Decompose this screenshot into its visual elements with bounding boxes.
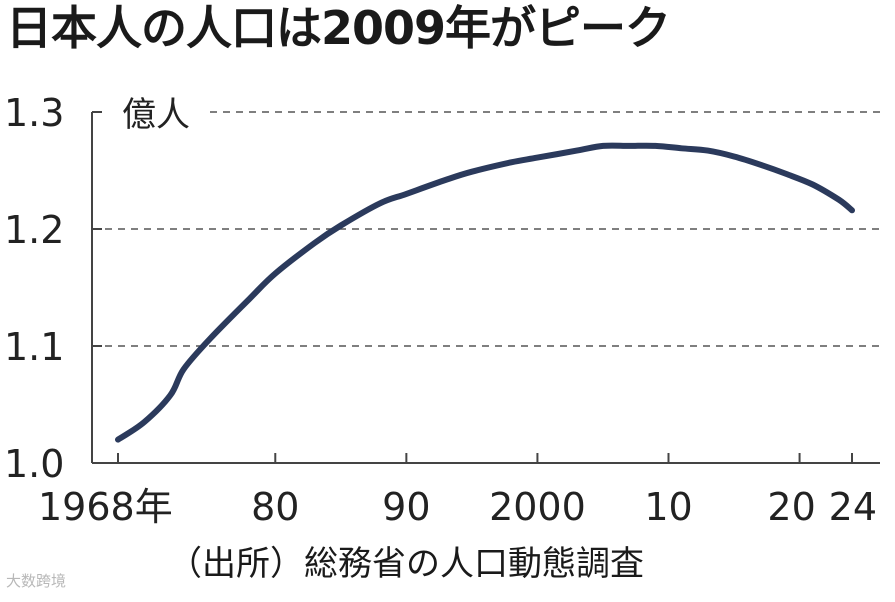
x-tick-label: 1968年 (38, 485, 173, 529)
y-tick-label: 1.0 (4, 442, 64, 486)
x-tick-label: 2000 (489, 485, 586, 529)
y-tick-label: 1.1 (4, 325, 64, 369)
y-axis-unit-label: 億人 (122, 95, 190, 135)
x-tick-label: 80 (251, 485, 299, 529)
y-tick-labels: 1.3 1.2 1.1 1.0 (4, 91, 64, 486)
series-layer (115, 142, 855, 443)
population-series-line (115, 142, 855, 443)
axes (91, 111, 880, 464)
chart-title: 日本人の人口は2009年がピーク (6, 1, 671, 55)
y-tick-label: 1.2 (4, 208, 64, 252)
source-note: （出所）総務省の人口動態調査 (168, 544, 644, 584)
x-tick-label: 20 (767, 485, 815, 529)
x-tick-label: 10 (644, 485, 692, 529)
x-tick-labels: 1968年 80 90 2000 10 20 24 (38, 485, 877, 529)
y-tick-label: 1.3 (4, 91, 64, 135)
watermark-logo: 大数跨境 (6, 572, 67, 590)
x-tick-label: 90 (382, 485, 430, 529)
x-tick-label: 24 (829, 485, 877, 529)
grid-lines (92, 111, 880, 347)
